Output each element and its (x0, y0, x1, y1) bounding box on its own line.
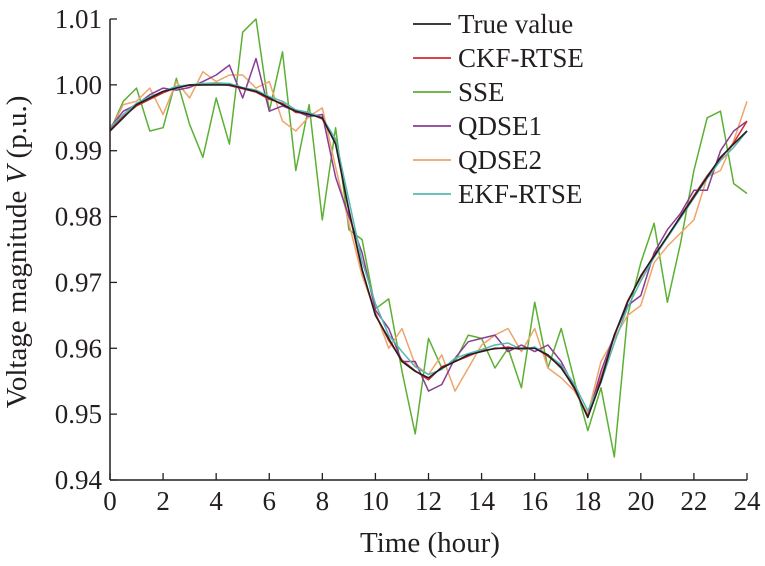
y-tick-label: 1.01 (55, 4, 102, 34)
chart-legend: True value CKF-RTSE SSE QDSE1 QDSE2 EKF-RTSE (413, 9, 584, 209)
y-tick-label: 1.00 (55, 70, 102, 100)
y-tick-label: 0.99 (55, 136, 102, 166)
series-line-qdse1 (109, 57, 748, 419)
y-axis-label-prefix: Voltage magnitude (1, 183, 33, 408)
legend-label: True value (458, 9, 573, 39)
x-tick-label: 4 (209, 486, 223, 516)
y-tick-label: 0.96 (55, 333, 102, 363)
x-tick-label: 18 (574, 486, 601, 516)
series-line-ckf-rtse (109, 82, 748, 417)
y-axis-label-variable: V (1, 162, 33, 183)
axes-layer: 0 2 4 6 8 10 12 14 16 18 20 22 240.940.950.960.970.9… (55, 4, 761, 516)
legend-label: EKF-RTSE (458, 179, 582, 209)
series-line-true-value (109, 84, 748, 419)
x-tick-label: 14 (468, 486, 496, 516)
x-tick-label: 16 (521, 486, 548, 516)
legend-label: CKF-RTSE (458, 43, 584, 73)
x-tick-label: 0 (103, 486, 117, 516)
series-layer (109, 18, 748, 458)
x-tick-label: 8 (316, 486, 330, 516)
legend-label: QDSE1 (458, 111, 542, 141)
legend-label: QDSE2 (458, 145, 542, 175)
y-tick-label: 0.98 (55, 202, 102, 232)
x-tick-label: 12 (415, 486, 442, 516)
x-tick-label: 2 (156, 486, 170, 516)
legend-label: SSE (458, 77, 505, 107)
x-tick-label: 20 (627, 486, 654, 516)
series-line-qdse2 (109, 70, 748, 415)
y-tick-label: 0.95 (55, 399, 102, 429)
y-tick-label: 0.94 (55, 465, 103, 495)
x-axis-label: Time (hour) (360, 527, 500, 559)
y-axis-label-suffix: (p.u.) (1, 96, 33, 166)
x-tick-label: 24 (734, 486, 762, 516)
x-tick-label: 10 (362, 486, 389, 516)
y-tick-label: 0.97 (55, 267, 102, 297)
x-tick-label: 22 (680, 486, 707, 516)
series-line-ekf-rtse (109, 82, 748, 412)
series-line-sse (109, 18, 748, 458)
x-tick-label: 6 (263, 486, 277, 516)
y-axis-label: Voltage magnitude V (p.u.) (1, 96, 33, 409)
